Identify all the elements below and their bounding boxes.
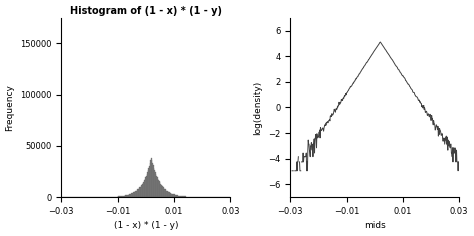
- Bar: [169, 192, 170, 197]
- Bar: [151, 158, 152, 197]
- Bar: [118, 196, 119, 197]
- Bar: [133, 192, 134, 197]
- Y-axis label: Frequency: Frequency: [6, 84, 15, 131]
- Bar: [120, 196, 121, 197]
- Bar: [172, 194, 173, 197]
- Bar: [150, 160, 151, 197]
- Bar: [175, 195, 176, 197]
- Bar: [142, 184, 143, 197]
- Bar: [147, 172, 148, 197]
- Bar: [158, 180, 159, 197]
- Bar: [159, 181, 160, 197]
- Bar: [173, 194, 174, 197]
- Bar: [177, 195, 178, 197]
- Bar: [164, 189, 165, 197]
- Bar: [155, 172, 156, 197]
- Bar: [152, 160, 153, 197]
- Bar: [126, 195, 127, 197]
- Bar: [143, 182, 144, 197]
- Bar: [168, 192, 169, 197]
- Bar: [139, 187, 140, 197]
- Bar: [119, 196, 120, 197]
- X-axis label: (1 - x) * (1 - y): (1 - x) * (1 - y): [114, 221, 178, 230]
- Bar: [141, 185, 142, 197]
- Bar: [171, 193, 172, 197]
- Bar: [185, 196, 186, 197]
- Bar: [170, 193, 171, 197]
- Bar: [124, 196, 125, 197]
- Bar: [138, 188, 139, 197]
- Title: Histogram of (1 - x) * (1 - y): Histogram of (1 - x) * (1 - y): [70, 6, 222, 16]
- Bar: [149, 166, 150, 197]
- Bar: [137, 189, 138, 197]
- Bar: [154, 168, 155, 197]
- Bar: [127, 195, 128, 197]
- Bar: [128, 195, 129, 197]
- Bar: [140, 187, 141, 197]
- Bar: [122, 196, 123, 197]
- Bar: [179, 196, 180, 197]
- Bar: [130, 194, 131, 197]
- Bar: [163, 187, 164, 197]
- Bar: [148, 168, 149, 197]
- Bar: [160, 184, 161, 197]
- Bar: [144, 180, 145, 197]
- Bar: [125, 195, 126, 197]
- Bar: [121, 196, 122, 197]
- Bar: [156, 176, 157, 197]
- Bar: [183, 196, 184, 197]
- Bar: [134, 192, 135, 197]
- Bar: [157, 177, 158, 197]
- Bar: [153, 165, 154, 197]
- Bar: [180, 196, 181, 197]
- X-axis label: mids: mids: [364, 221, 385, 230]
- Bar: [162, 186, 163, 197]
- Bar: [129, 194, 130, 197]
- Bar: [167, 191, 168, 197]
- Bar: [184, 196, 185, 197]
- Bar: [136, 190, 137, 197]
- Bar: [135, 191, 136, 197]
- Bar: [132, 193, 133, 197]
- Y-axis label: log(density): log(density): [254, 80, 263, 135]
- Bar: [145, 177, 146, 197]
- Bar: [165, 190, 166, 197]
- Bar: [161, 185, 162, 197]
- Bar: [131, 193, 132, 197]
- Bar: [181, 196, 182, 197]
- Bar: [178, 196, 179, 197]
- Bar: [166, 191, 167, 197]
- Bar: [146, 174, 147, 197]
- Bar: [123, 196, 124, 197]
- Bar: [174, 194, 175, 197]
- Bar: [176, 195, 177, 197]
- Bar: [182, 196, 183, 197]
